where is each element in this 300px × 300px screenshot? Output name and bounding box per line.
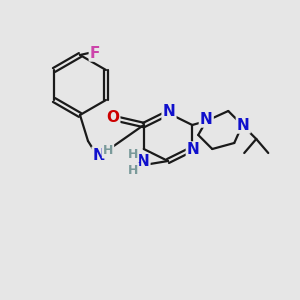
Text: F: F [90, 46, 100, 61]
Text: N: N [136, 154, 149, 169]
Text: H: H [128, 148, 138, 161]
Text: N: N [93, 148, 105, 163]
Text: N: N [200, 112, 213, 127]
Text: O: O [106, 110, 119, 125]
Text: N: N [237, 118, 250, 133]
Text: N: N [163, 104, 176, 119]
Text: N: N [187, 142, 200, 158]
Text: H: H [103, 145, 113, 158]
Text: H: H [128, 164, 138, 176]
